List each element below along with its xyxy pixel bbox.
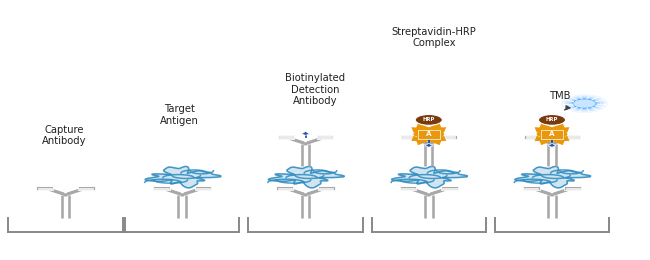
Bar — [153, 186, 170, 190]
Text: HRP: HRP — [422, 117, 435, 122]
Circle shape — [565, 96, 604, 111]
Text: Target
Antigen: Target Antigen — [160, 104, 198, 126]
Circle shape — [415, 114, 443, 125]
Polygon shape — [534, 127, 548, 133]
Bar — [36, 186, 53, 190]
Polygon shape — [433, 127, 446, 133]
Polygon shape — [411, 136, 425, 141]
Text: HRP: HRP — [546, 117, 558, 122]
Text: Capture
Antibody: Capture Antibody — [42, 125, 86, 146]
Bar — [523, 186, 540, 190]
Bar — [401, 135, 417, 139]
Bar — [278, 135, 294, 139]
Polygon shape — [556, 127, 569, 133]
Bar — [318, 186, 335, 190]
Bar — [78, 186, 95, 190]
Circle shape — [573, 99, 596, 108]
Polygon shape — [515, 166, 591, 188]
Polygon shape — [268, 166, 344, 188]
Polygon shape — [534, 136, 548, 141]
Text: A: A — [549, 131, 555, 137]
Polygon shape — [302, 131, 309, 135]
Bar — [525, 135, 540, 139]
Bar — [541, 130, 563, 139]
Bar — [564, 186, 581, 190]
Bar — [564, 135, 580, 139]
Polygon shape — [424, 143, 433, 147]
Polygon shape — [145, 166, 221, 188]
Bar — [418, 130, 440, 139]
Bar — [276, 186, 293, 190]
Polygon shape — [411, 127, 425, 133]
Polygon shape — [392, 166, 467, 188]
Bar — [194, 186, 211, 190]
Text: TMB: TMB — [549, 90, 571, 101]
Bar — [400, 186, 417, 190]
Bar — [441, 135, 456, 139]
Bar — [441, 186, 458, 190]
Circle shape — [538, 114, 566, 125]
Text: Biotinylated
Detection
Antibody: Biotinylated Detection Antibody — [285, 73, 345, 106]
Polygon shape — [433, 136, 446, 141]
Text: A: A — [426, 131, 432, 137]
Polygon shape — [556, 136, 569, 141]
Polygon shape — [424, 131, 433, 135]
Circle shape — [569, 98, 600, 110]
Bar — [317, 135, 333, 139]
Text: Streptavidin-HRP
Complex: Streptavidin-HRP Complex — [391, 27, 476, 48]
Polygon shape — [548, 131, 556, 135]
Circle shape — [561, 94, 608, 113]
Polygon shape — [548, 143, 556, 147]
